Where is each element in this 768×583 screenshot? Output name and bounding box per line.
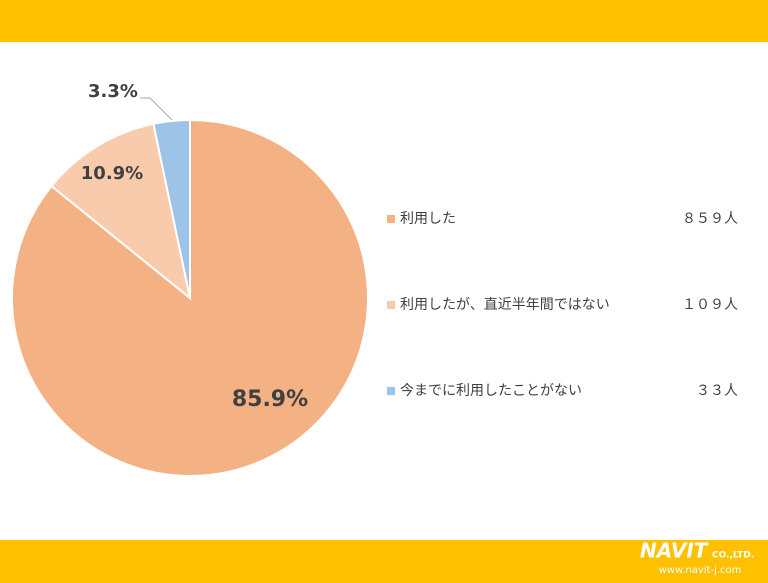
legend-count: ８５９人	[682, 211, 738, 227]
data-label: 85.9%	[232, 387, 308, 412]
pie	[11, 118, 369, 477]
legend-label: 利用した	[400, 211, 456, 227]
bottom-band	[0, 540, 768, 583]
logo: NAVIT	[640, 539, 709, 563]
pie-slice	[152, 118, 191, 299]
legend-swatch	[387, 215, 395, 223]
legend-swatch	[387, 301, 395, 309]
data-label: 10.9%	[81, 163, 143, 184]
logo-url: www.navit-j.com	[659, 565, 742, 576]
legend-label: 利用したが、直近半年間ではない	[400, 296, 610, 313]
labels: 85.9% 10.9% 3.3%	[81, 81, 308, 412]
logo-suffix: CO.,LTD.	[712, 551, 754, 561]
data-label: 3.3%	[88, 81, 138, 102]
legend-count: １０９人	[682, 297, 738, 313]
pie-slice	[50, 122, 192, 301]
top-band	[0, 0, 768, 42]
leader-line	[140, 97, 173, 121]
legend-swatch	[387, 387, 395, 395]
legend-count: ３３人	[696, 383, 738, 399]
legend-label: 今までに利用したことがない	[400, 383, 582, 399]
